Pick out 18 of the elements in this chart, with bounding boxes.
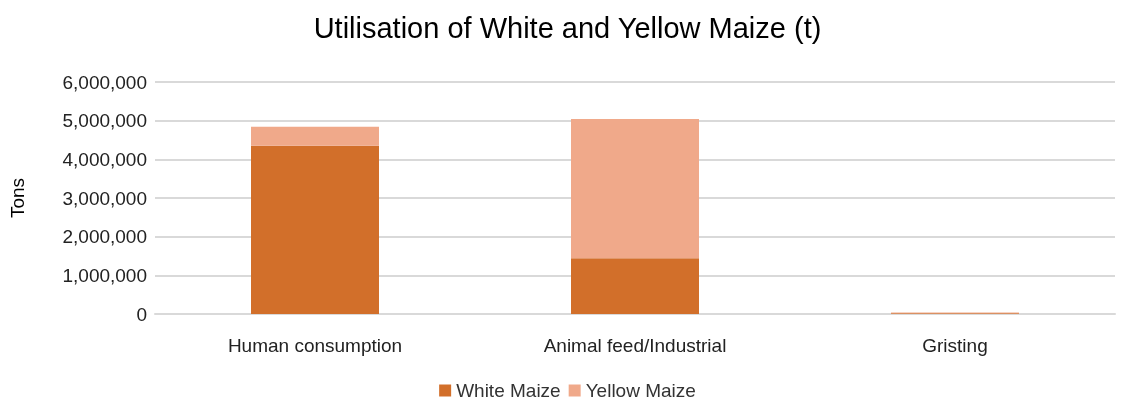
legend-label: White Maize [456, 380, 561, 401]
y-tick-label: 0 [136, 303, 147, 325]
bar [251, 145, 379, 314]
bar [571, 119, 699, 259]
y-tick-label: 4,000,000 [62, 148, 147, 170]
chart-title: Utilisation of White and Yellow Maize (t) [313, 11, 822, 44]
bar [251, 126, 379, 146]
legend-label: Yellow Maize [585, 380, 696, 401]
x-tick-label: Human consumption [227, 335, 403, 356]
x-tick-label: Animal feed/Industrial [543, 335, 727, 356]
y-tick-label: 5,000,000 [62, 110, 147, 132]
bar [571, 258, 699, 314]
y-tick-label: 6,000,000 [62, 71, 147, 93]
y-tick-label: 2,000,000 [62, 226, 147, 248]
x-tick-label: Gristing [922, 335, 988, 356]
y-axis-title: Tons [7, 177, 28, 219]
y-tick-label: 3,000,000 [62, 187, 147, 209]
y-tick-label: 1,000,000 [62, 264, 147, 286]
